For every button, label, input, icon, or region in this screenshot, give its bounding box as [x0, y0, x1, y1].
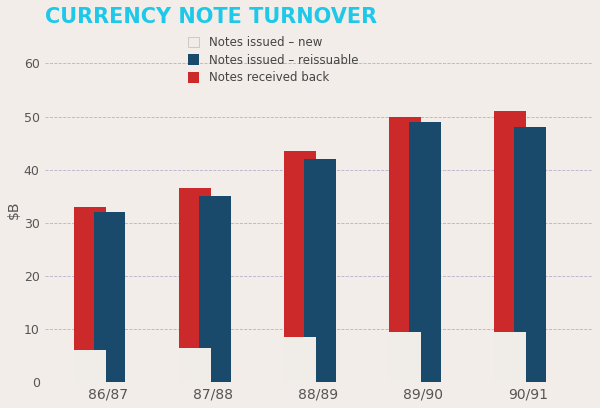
Bar — [74, 207, 106, 382]
Bar — [389, 332, 421, 382]
Bar — [514, 127, 546, 382]
Bar — [494, 332, 526, 382]
Bar — [389, 117, 421, 382]
Bar — [74, 350, 106, 382]
Y-axis label: $B: $B — [7, 200, 21, 219]
Bar — [284, 337, 316, 382]
Bar — [94, 212, 125, 382]
Bar — [304, 159, 335, 382]
Bar — [409, 122, 441, 382]
Bar — [199, 196, 230, 382]
Bar — [284, 151, 316, 382]
Bar — [494, 111, 526, 382]
Bar — [179, 188, 211, 382]
Legend: Notes issued – new, Notes issued – reissuable, Notes received back: Notes issued – new, Notes issued – reiss… — [188, 36, 358, 84]
Bar — [179, 348, 211, 382]
Text: CURRENCY NOTE TURNOVER: CURRENCY NOTE TURNOVER — [44, 7, 377, 27]
